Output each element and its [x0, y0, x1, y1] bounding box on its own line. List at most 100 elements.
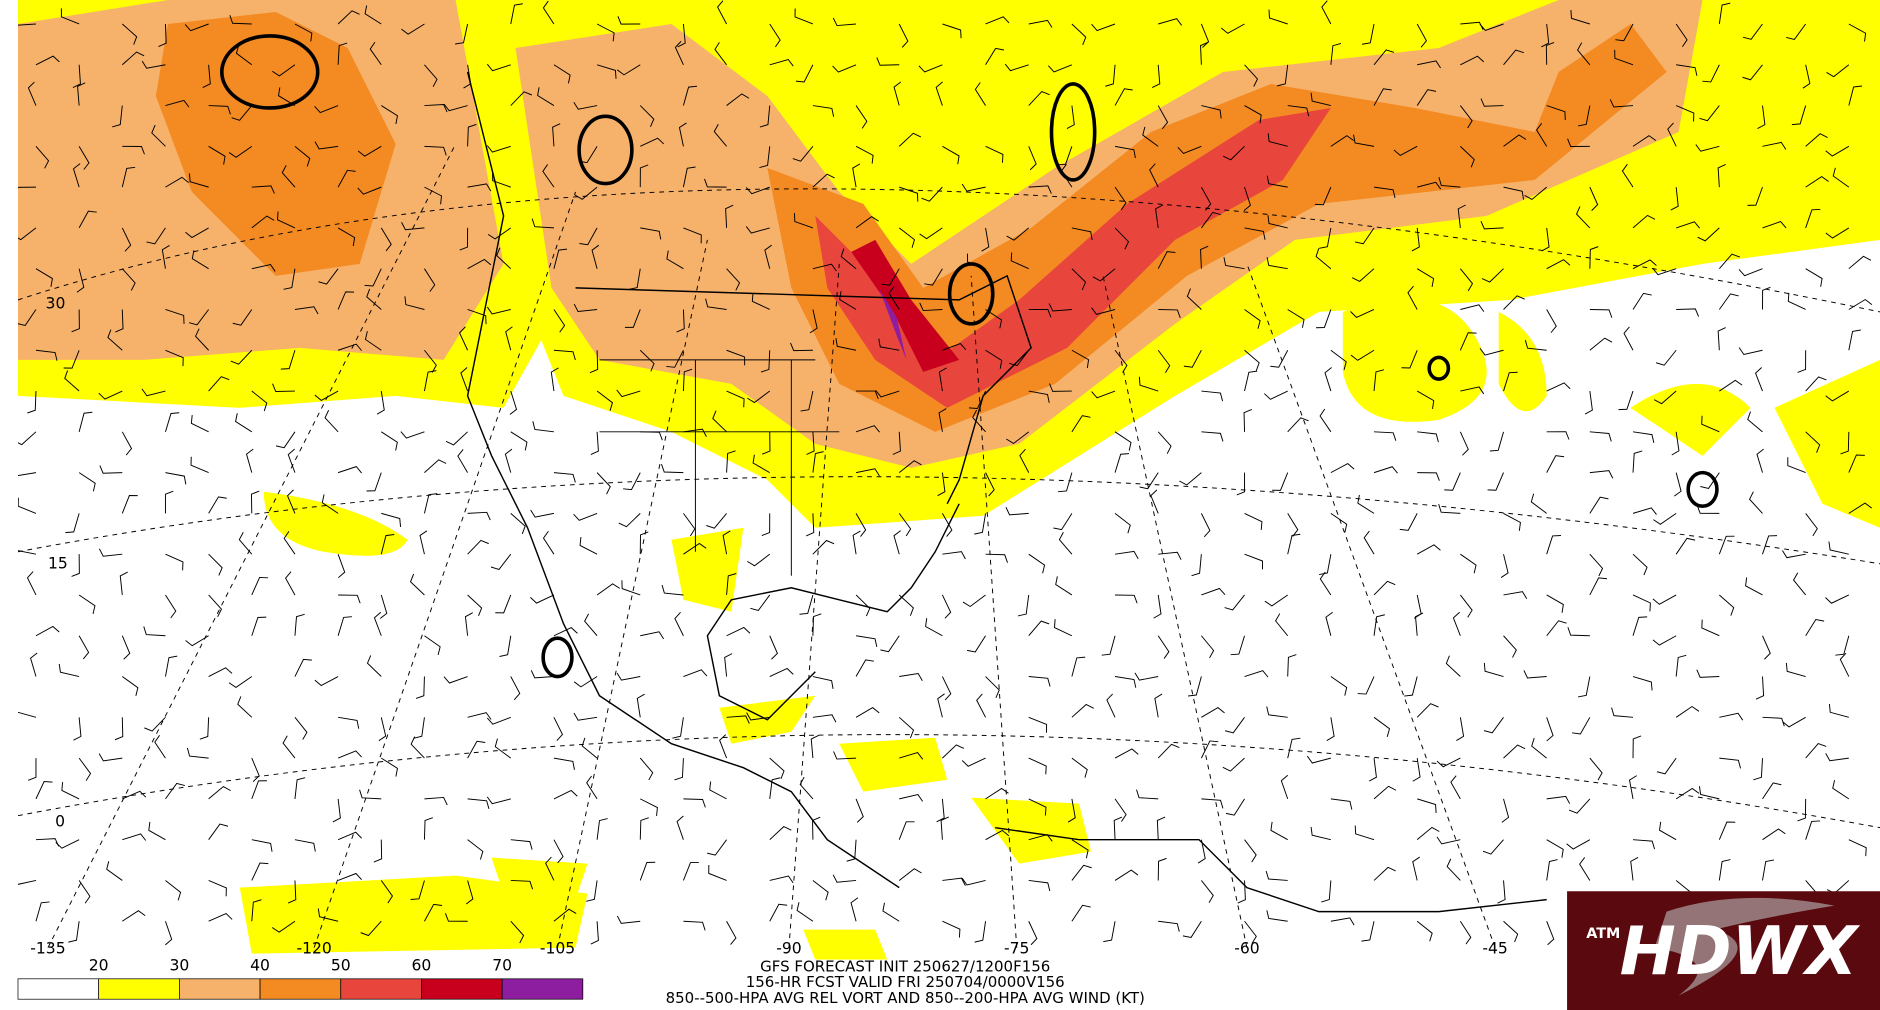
wind-barb — [1373, 580, 1396, 596]
wind-barb — [553, 717, 564, 742]
wind-barb — [1718, 293, 1739, 310]
wind-barb — [324, 410, 339, 433]
wind-barb — [1457, 204, 1466, 228]
shade-red — [815, 107, 1331, 408]
wind-barb — [1416, 23, 1428, 48]
wind-barb — [550, 367, 559, 392]
wind-barb — [165, 472, 187, 485]
wind-barb — [1667, 122, 1677, 147]
wind-barb — [26, 571, 37, 596]
wind-barb — [251, 757, 260, 782]
wind-barb — [272, 383, 295, 393]
wind-barb — [640, 227, 662, 240]
wind-barb — [277, 87, 296, 106]
wind-barb — [1411, 227, 1420, 252]
wind-barb — [1157, 431, 1172, 454]
contour — [220, 34, 320, 110]
wind-barb — [148, 821, 166, 841]
wind-barb — [833, 751, 857, 760]
wind-barb — [1652, 594, 1677, 605]
wind-barb — [314, 105, 339, 114]
wind-barb — [232, 309, 253, 326]
wind-barb — [271, 920, 296, 933]
wind-barb — [381, 512, 402, 527]
wind-barb — [1115, 594, 1138, 604]
logo-swirl — [1654, 897, 1835, 996]
wind-barb — [1589, 470, 1614, 479]
wind-barb — [494, 738, 512, 759]
wind-barb — [898, 132, 922, 147]
wind-barb — [919, 302, 943, 312]
wind-barb — [1700, 472, 1720, 489]
wind-barb — [812, 451, 824, 473]
wind-barb — [1319, 408, 1332, 433]
wind-barb — [1028, 879, 1051, 892]
wind-barb — [98, 548, 123, 557]
wind-barb — [1048, 64, 1073, 73]
wind-barb — [165, 594, 177, 619]
wind-barb — [381, 105, 398, 125]
wind-barb — [1848, 23, 1867, 42]
coastline — [466, 71, 900, 889]
wind-barb — [1244, 309, 1261, 329]
wind-barb — [188, 309, 210, 326]
wind-barb — [878, 338, 900, 351]
legend-swatch — [421, 978, 503, 1000]
wind-barb — [1632, 431, 1655, 443]
wind-barb — [35, 625, 60, 637]
wind-barb — [542, 0, 555, 25]
wind-barb — [1201, 105, 1222, 119]
wind-barb — [985, 16, 1010, 25]
wind-barb — [1330, 676, 1348, 696]
wind-barb — [542, 164, 555, 188]
lon-label: -135 — [30, 940, 65, 958]
wind-barb — [1114, 186, 1127, 211]
wind-barb — [596, 818, 608, 840]
wind-barb — [250, 490, 260, 514]
wind-barb — [1717, 327, 1726, 351]
wind-barb — [961, 183, 986, 192]
wind-barb — [1244, 227, 1266, 240]
wind-barb — [107, 329, 123, 351]
legend-level: 70 — [492, 956, 512, 974]
wind-barb — [639, 349, 655, 372]
wind-barb — [1460, 304, 1485, 312]
wind-barb — [1225, 717, 1245, 734]
wind-barb — [1536, 123, 1548, 147]
wind-barb — [1695, 144, 1720, 152]
wind-barb — [423, 817, 433, 840]
wind-barb — [726, 268, 741, 291]
wind-barb — [590, 431, 599, 456]
wind-barb — [1314, 186, 1332, 206]
wind-barb — [1354, 825, 1375, 841]
wind-barb — [314, 141, 339, 150]
wind-barb — [532, 421, 554, 433]
wind-barb — [726, 390, 745, 408]
wind-barb — [72, 163, 81, 188]
wind-barb — [1658, 821, 1677, 841]
wind-barb — [1787, 292, 1806, 310]
wind-barb — [1792, 572, 1807, 596]
wind-barb — [1114, 88, 1133, 106]
wind-barb — [1848, 839, 1867, 857]
lon-label: -105 — [540, 940, 575, 958]
wind-barb — [1157, 349, 1171, 373]
wind-barb — [1244, 839, 1257, 863]
wind-barb — [1675, 23, 1688, 48]
wind-barb — [1152, 64, 1161, 88]
wind-barb — [510, 91, 533, 106]
wind-barb — [812, 539, 835, 555]
wind-barb — [726, 921, 737, 945]
wind-barb — [424, 349, 437, 373]
wind-barb — [855, 594, 871, 617]
wind-barb — [1200, 513, 1211, 538]
longitude-line — [1246, 263, 1496, 948]
wind-barb — [443, 676, 468, 684]
wind-barb — [1848, 255, 1872, 270]
wind-barb — [332, 798, 341, 823]
wind-barb — [1319, 227, 1332, 249]
wind-barb — [208, 105, 231, 115]
wind-barb — [35, 146, 50, 169]
wind-barb — [1546, 839, 1564, 858]
wind-barb — [337, 554, 346, 579]
